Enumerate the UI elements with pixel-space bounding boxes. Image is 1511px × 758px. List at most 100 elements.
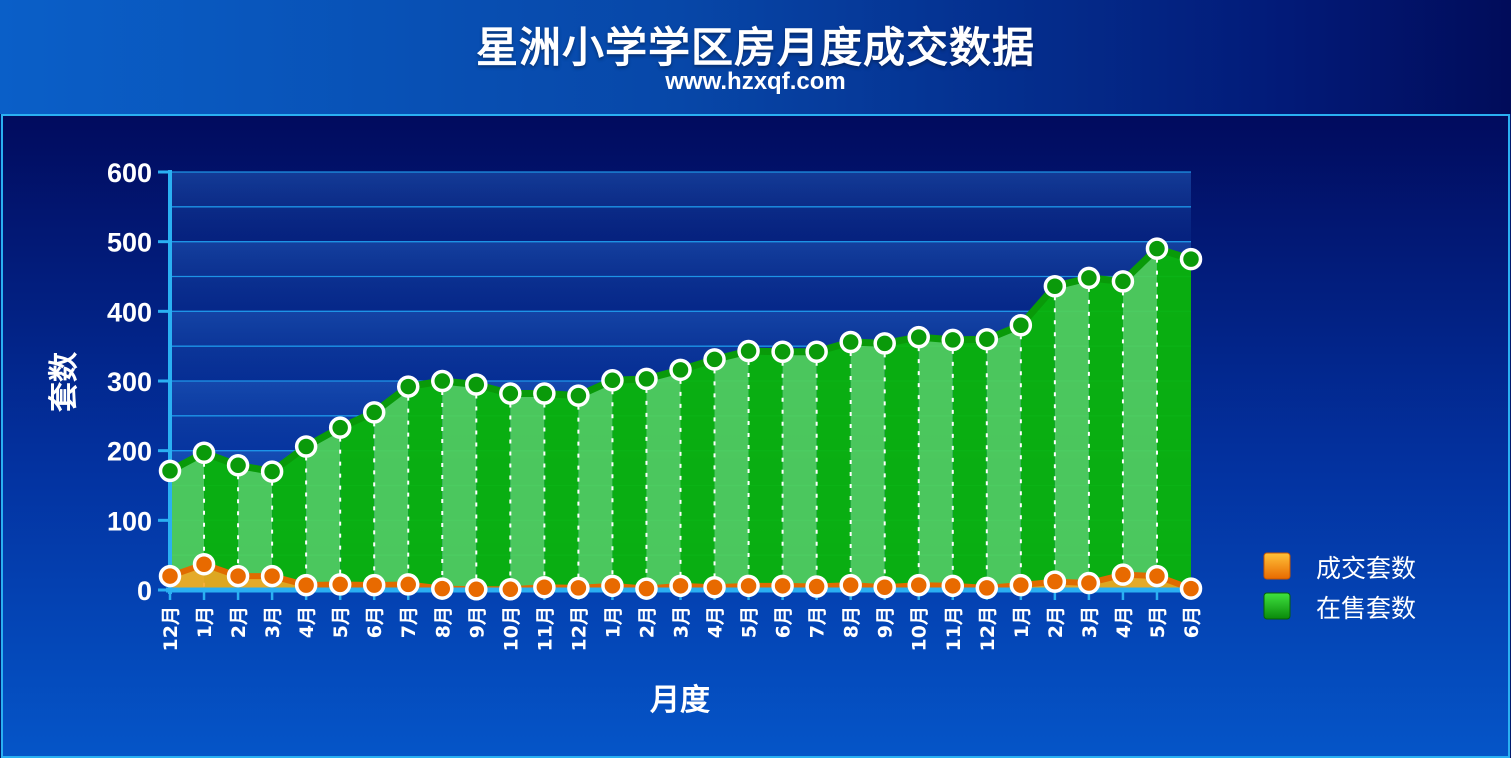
deal-point (635, 577, 658, 600)
listing-point (533, 382, 556, 405)
x-tick-label: 2月 (636, 606, 658, 638)
x-axis-title: 月度 (650, 683, 710, 718)
listing-area-segment (918, 337, 953, 590)
x-tick-label: 5月 (1147, 606, 1169, 638)
legend-label-listings: 在售套数 (1316, 594, 1416, 623)
listing-area-segment (1088, 277, 1123, 590)
x-tick-label: 10月 (909, 606, 931, 651)
listing-point (1179, 247, 1203, 271)
deal-point (1111, 563, 1135, 586)
listing-point (158, 459, 182, 483)
x-tick-label: 3月 (262, 606, 284, 638)
x-tick-label: 4月 (296, 606, 318, 638)
x-tick-label: 5月 (739, 606, 761, 638)
deal-point (294, 573, 318, 597)
listing-area-segment (1020, 286, 1055, 590)
listing-area-segment (408, 381, 443, 590)
listing-area-segment (442, 381, 477, 590)
listing-point (1111, 270, 1135, 293)
listing-point (362, 401, 386, 424)
x-tick-label: 3月 (671, 606, 693, 638)
listing-point (294, 435, 318, 458)
deal-point (805, 575, 828, 598)
listing-area-segment (374, 386, 409, 590)
listing-area-segment (170, 452, 205, 590)
deal-point (1043, 570, 1067, 593)
x-tick-label: 1月 (602, 606, 624, 638)
listing-point (226, 454, 250, 477)
listing-point (1077, 266, 1101, 290)
x-tick-label: 1月 (194, 606, 216, 638)
deal-point (192, 552, 216, 576)
x-tick-label: 11月 (534, 606, 556, 651)
deal-point (567, 576, 590, 600)
x-tick-label: 4月 (1113, 606, 1135, 638)
deal-point (873, 575, 896, 599)
deal-point (907, 573, 930, 597)
deal-point (669, 574, 692, 598)
deal-point (1009, 573, 1033, 597)
deal-point (601, 574, 624, 598)
deal-point (362, 573, 386, 597)
listing-point (771, 340, 794, 363)
x-tick-label: 2月 (1045, 606, 1067, 638)
deal-point (737, 574, 760, 598)
x-tick-label: 11月 (943, 606, 965, 651)
legend-label-deals: 成交套数 (1316, 554, 1416, 583)
label-layer: 0 100 200 300 400 500 600 12月 1月 2月 3月 4月 5月 6月 7月 8月 9月… (107, 158, 1203, 651)
listing-area-segment (748, 351, 783, 590)
listing-point (192, 441, 216, 465)
y-tick-label: 500 (107, 228, 152, 258)
deal-point (1077, 571, 1101, 595)
deal-point (260, 564, 284, 588)
listing-point (396, 375, 420, 398)
deal-point (499, 578, 522, 601)
x-tick-label: 2月 (228, 606, 250, 638)
y-tick-label: 0 (137, 576, 152, 606)
x-tick-label: 12月 (160, 606, 182, 651)
listing-point (839, 330, 862, 354)
listing-point (975, 327, 999, 351)
listing-point (1043, 275, 1067, 298)
deal-point (396, 573, 420, 596)
listing-area-segment (510, 393, 545, 590)
x-tick-label: 3月 (1079, 606, 1101, 638)
x-tick-label: 6月 (1181, 606, 1203, 638)
listing-area-segment (816, 341, 851, 590)
legend-swatch-listings (1263, 592, 1291, 620)
listing-point (873, 332, 896, 355)
deal-point (328, 573, 352, 596)
listing-area-segment (850, 341, 885, 590)
x-tick-label: 12月 (977, 606, 999, 651)
listing-point (431, 369, 454, 393)
deal-point (703, 575, 726, 599)
x-tick-label: 7月 (398, 606, 420, 638)
x-tick-label: 4月 (705, 606, 727, 638)
x-tick-label: 9月 (466, 606, 488, 638)
listing-point (499, 382, 522, 405)
listing-area-segment (238, 465, 273, 590)
y-tick-label: 300 (107, 367, 152, 397)
x-tick-label: 8月 (841, 606, 863, 638)
listing-area-segment (612, 378, 647, 590)
listing-point (907, 325, 930, 349)
listing-point (805, 340, 828, 363)
y-tick-label: 600 (107, 158, 152, 188)
listing-point (703, 348, 726, 371)
listing-point (669, 358, 692, 382)
listing-point (601, 369, 624, 392)
x-tick-label: 1月 (1011, 606, 1033, 638)
header: 星洲小学学区房月度成交数据 www.hzxqf.com (0, 0, 1511, 114)
listing-point (465, 373, 488, 396)
y-tick-label: 100 (107, 506, 152, 536)
listing-area-segment (204, 452, 239, 590)
listing-area-segment (782, 351, 817, 590)
deal-point (975, 576, 999, 600)
listing-area-segment (578, 380, 613, 590)
listing-point (567, 384, 590, 407)
deal-point (1179, 577, 1203, 600)
listing-area-segment (646, 369, 681, 590)
deal-point (465, 578, 488, 601)
